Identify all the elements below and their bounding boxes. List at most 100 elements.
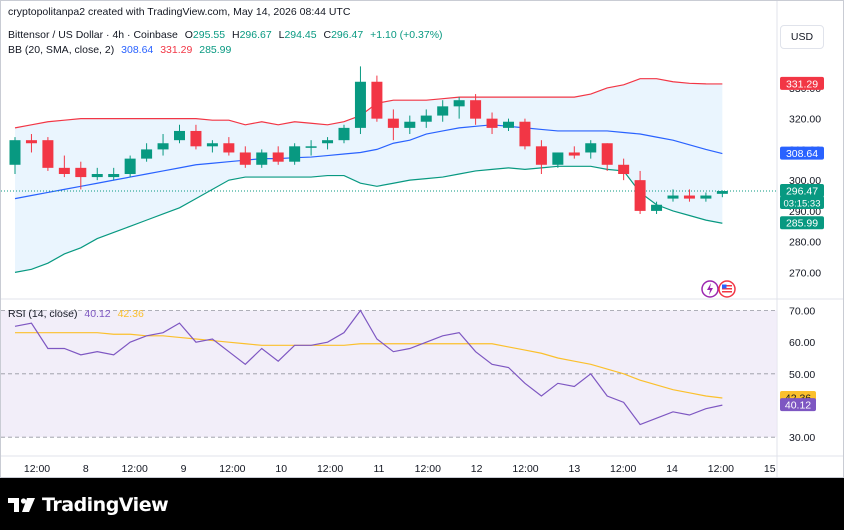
rsi-value: 40.12 [84, 308, 111, 320]
high-value: 296.67 [239, 29, 272, 41]
candle-body [322, 140, 334, 144]
candle-body [552, 152, 564, 165]
candle [716, 190, 728, 198]
price-label-text: 296.47 [786, 186, 818, 198]
time-tick-label: 12:00 [122, 463, 148, 475]
lightning-icon[interactable] [701, 280, 719, 298]
bb-upper-value: 331.29 [160, 44, 193, 56]
indicator-icons[interactable] [701, 279, 739, 299]
candle-body [239, 152, 251, 165]
candle-body [124, 158, 136, 174]
candle-body [174, 130, 185, 141]
candle [25, 134, 37, 153]
candle [141, 143, 153, 162]
flag-us-icon[interactable] [718, 280, 736, 298]
price-label-text: 308.64 [786, 148, 818, 160]
candle [9, 137, 21, 174]
candle-body [157, 143, 169, 150]
candle-body [272, 152, 284, 162]
price-label-text: 285.99 [786, 218, 818, 230]
candle [256, 149, 268, 168]
candle [651, 201, 663, 214]
candle [91, 167, 103, 181]
candle [634, 170, 646, 214]
candle-body [42, 140, 54, 168]
rsi-ma-value: 42.36 [117, 308, 144, 320]
candle [322, 137, 334, 150]
candle-body [667, 195, 679, 199]
candle-body [190, 130, 202, 147]
symbol-title: Bittensor / US Dollar · 4h · Coinbase [8, 29, 178, 41]
rsi-ma-line [15, 332, 723, 399]
price-label-lower: 285.99 [780, 216, 824, 230]
price-label-text: 03:15:33 [784, 199, 821, 210]
candle-body [58, 167, 70, 174]
time-tick-label: 12:00 [708, 463, 734, 475]
candle [239, 146, 251, 168]
candle-body [420, 115, 432, 122]
time-tick-label: 14 [666, 463, 678, 475]
candle-body [716, 191, 728, 194]
candle-body [486, 118, 498, 128]
candle [108, 167, 120, 181]
candle [223, 137, 235, 156]
change-value: +1.10 (+0.37%) [370, 29, 443, 41]
bb-label: BB (20, SMA, close, 2) [8, 44, 115, 56]
bb-lower-line [14, 165, 723, 273]
candle-body [206, 143, 218, 147]
rsi-tick-label: 50.00 [789, 369, 815, 381]
candle [519, 118, 531, 150]
candle-body [371, 81, 383, 119]
candle [124, 155, 136, 178]
bb-lower-value: 285.99 [199, 44, 232, 56]
candle [437, 100, 449, 122]
time-tick-label: 11 [373, 463, 384, 475]
candle-body [387, 118, 399, 128]
candle-body [289, 146, 301, 162]
symbol-legend: Bittensor / US Dollar · 4h · Coinbase O2… [8, 29, 443, 41]
bb-legend[interactable]: BB (20, SMA, close, 2) 308.64 331.29 285… [8, 44, 235, 56]
candle-body [141, 149, 153, 159]
candle [75, 161, 87, 190]
candle-body [256, 152, 268, 165]
rsi-tick-label: 60.00 [789, 337, 815, 349]
price-tick-label: 280.00 [789, 237, 821, 249]
bb-basis-value: 308.64 [121, 44, 154, 56]
time-tick-label: 8 [83, 463, 89, 475]
candle [486, 112, 498, 135]
candle-body [25, 140, 37, 144]
candle-body [634, 180, 646, 211]
rsi-line [14, 309, 723, 426]
candle [58, 155, 70, 178]
candle-body [700, 195, 712, 199]
candle [174, 124, 185, 144]
currency-button[interactable]: USD [780, 25, 824, 49]
candle-body [683, 195, 695, 199]
chart-canvas[interactable]: 270.00280.00290.00300.00310.00320.00330.… [1, 1, 843, 477]
candle [618, 158, 630, 181]
candle [585, 140, 597, 159]
rsi-label-rsi: 40.12 [780, 398, 816, 412]
candle-body [585, 143, 597, 153]
bb-band-fill [15, 78, 723, 273]
candle [503, 118, 514, 131]
price-label-basis: 308.64 [780, 146, 824, 160]
time-tick-label: 15 [764, 463, 776, 475]
candle [404, 115, 416, 135]
price-label-last: 296.47 [780, 184, 824, 198]
price-label-box [780, 216, 824, 230]
candle-body [338, 127, 350, 141]
rsi-legend[interactable]: RSI (14, close) 40.12 42.36 [8, 308, 148, 320]
close-value: 296.47 [331, 29, 364, 41]
time-tick-label: 12:00 [317, 463, 343, 475]
footer-brand: TradingView [42, 494, 169, 516]
bb-basis-line [14, 124, 723, 200]
candle [206, 140, 218, 153]
price-label-box [780, 76, 824, 90]
price-label-box [780, 196, 824, 210]
candle-body [223, 143, 235, 153]
candle [272, 146, 284, 165]
candle-body [470, 100, 482, 119]
candle-body [75, 167, 87, 178]
candle [700, 192, 712, 202]
